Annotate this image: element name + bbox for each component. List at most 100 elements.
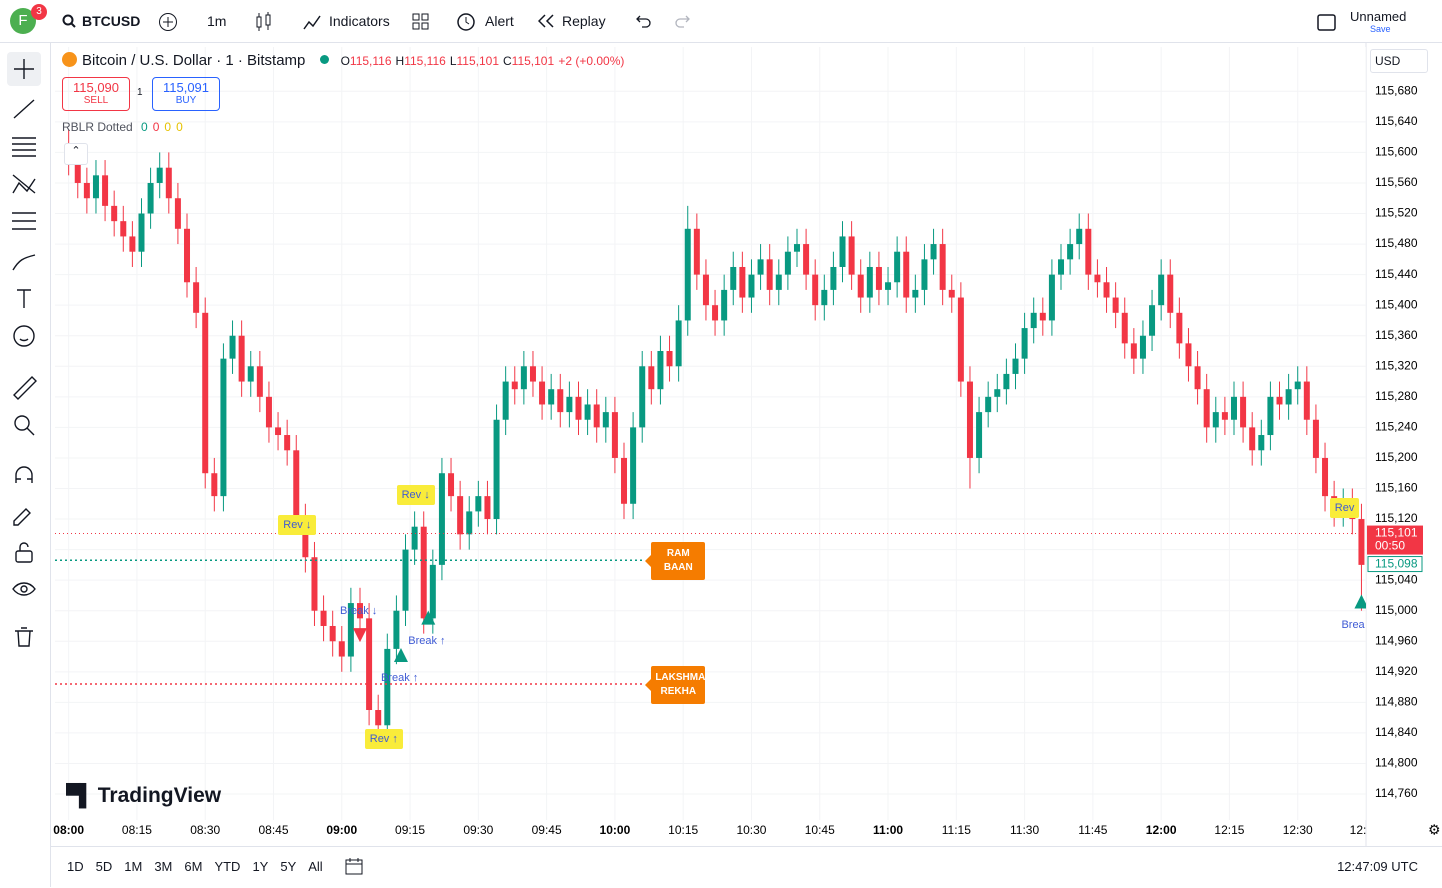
- candle-body: [1185, 343, 1192, 367]
- templates[interactable]: [412, 13, 430, 31]
- candle-body: [420, 526, 427, 619]
- candle-body: [903, 251, 910, 298]
- indicator-name: RBLR Dotted: [62, 120, 133, 134]
- candle-body: [1203, 389, 1210, 428]
- candle-body: [493, 419, 500, 520]
- candle-body: [1112, 297, 1119, 313]
- candle-body: [347, 603, 354, 657]
- save[interactable]: Save: [1370, 24, 1391, 34]
- y-tick-label: 115,280: [1375, 389, 1418, 403]
- interval[interactable]: 1m: [207, 13, 227, 29]
- candle-body: [803, 244, 810, 275]
- signal-label: Rev: [1329, 497, 1360, 518]
- chart-type[interactable]: [255, 12, 273, 32]
- range-button[interactable]: All: [308, 859, 323, 874]
- undo-redo[interactable]: [634, 14, 694, 30]
- go-to-date[interactable]: [344, 857, 364, 877]
- x-tick-label: 12:15: [1214, 823, 1244, 837]
- indicators[interactable]: Indicators: [329, 13, 390, 29]
- candle-body: [247, 366, 254, 382]
- candle-body: [174, 198, 181, 229]
- x-tick-label: 09:00: [326, 823, 357, 837]
- candle-body: [356, 603, 363, 619]
- alert[interactable]: Alert: [485, 13, 514, 29]
- level-label: RAM BAAN: [645, 542, 706, 581]
- countdown: 00:50: [1375, 539, 1405, 553]
- candle-body: [757, 259, 764, 275]
- range-button[interactable]: YTD: [214, 859, 241, 874]
- y-tick-label: 115,400: [1375, 297, 1418, 311]
- candle-body: [1258, 435, 1265, 451]
- replay[interactable]: Replay: [562, 13, 606, 29]
- candle-body: [1221, 412, 1228, 420]
- candle-body: [775, 274, 782, 290]
- layout-icon: [1317, 14, 1336, 31]
- x-tick-label: 08:45: [258, 823, 288, 837]
- settings-icon[interactable]: ⚙: [1428, 822, 1441, 838]
- range-button[interactable]: 6M: [184, 859, 203, 874]
- collapse-legend[interactable]: ⌃: [64, 143, 88, 165]
- candle-body: [675, 320, 682, 367]
- y-tick-label: 115,520: [1375, 206, 1418, 220]
- range-button[interactable]: 1M: [124, 859, 143, 874]
- candle-body: [748, 274, 755, 298]
- layout-name[interactable]: Unnamed: [1350, 9, 1407, 24]
- candle-body: [202, 312, 209, 474]
- signal-triangle: [393, 648, 408, 663]
- candle-body: [1103, 282, 1110, 298]
- x-tick-label: 10:45: [805, 823, 835, 837]
- currency[interactable]: USD: [1370, 49, 1428, 73]
- candle-body: [366, 618, 373, 711]
- drawing-toolbar: [0, 43, 51, 887]
- candle-body: [566, 396, 573, 413]
- symbol-title: Bitcoin / U.S. Dollar · 1 · Bitstamp: [82, 52, 306, 69]
- x-tick-label: 11:30: [1010, 823, 1039, 837]
- range-button[interactable]: 5Y: [280, 859, 297, 874]
- x-tick-label: 10:30: [736, 823, 766, 837]
- chart: 114,760 114,800 114,840 114,880 114,920 114,9…: [53, 43, 1441, 846]
- badge: 3: [31, 4, 47, 20]
- clock: 12:47:09 UTC: [1337, 859, 1418, 874]
- candle-body: [147, 182, 154, 214]
- candle-body: [329, 625, 336, 642]
- candle-body: [265, 396, 272, 428]
- candle-body: [156, 167, 163, 183]
- range-button[interactable]: 3M: [154, 859, 173, 874]
- candle-body: [1267, 396, 1274, 436]
- candle-body: [1076, 228, 1083, 245]
- candle-body: [875, 266, 882, 290]
- candle-body: [957, 297, 964, 382]
- candle-body: [885, 282, 892, 290]
- symbol[interactable]: BTCUSD: [82, 13, 141, 29]
- candle-body: [1012, 358, 1019, 374]
- top-toolbar: F 3 BTCUSD 1m Indicators Alert Replay Un…: [0, 0, 1442, 43]
- candle-body: [1158, 274, 1165, 306]
- watermark-text: TradingView: [97, 784, 222, 807]
- candle-body: [657, 351, 664, 390]
- indicator-value: 0: [164, 120, 172, 134]
- candle-body: [1039, 312, 1046, 321]
- sell-button[interactable]: 115,090 SELL: [62, 77, 130, 111]
- search-icon: [62, 14, 76, 28]
- candle-body: [102, 175, 109, 206]
- range-button[interactable]: 5D: [95, 859, 113, 874]
- candle-body: [138, 213, 145, 252]
- candle-body: [830, 266, 837, 290]
- candle-body: [994, 389, 1001, 397]
- ohlc-value: 115,116: [349, 54, 392, 68]
- candle-body: [912, 289, 919, 298]
- candle-body: [693, 228, 700, 275]
- candle-body: [1021, 328, 1028, 359]
- candle-body: [448, 473, 455, 497]
- candle-body: [1303, 381, 1310, 420]
- watermark-mark: ▀▌: [66, 784, 94, 807]
- candle-body: [1048, 274, 1055, 321]
- range-button[interactable]: 1D: [67, 859, 84, 874]
- candle-body: [1067, 244, 1074, 260]
- add-symbol[interactable]: [158, 12, 178, 32]
- range-button[interactable]: 1Y: [252, 859, 269, 874]
- candle-body: [502, 381, 509, 420]
- buy-button[interactable]: 115,091 BUY: [152, 77, 220, 111]
- indicator-value: 0: [176, 120, 183, 134]
- candle-body: [338, 641, 345, 657]
